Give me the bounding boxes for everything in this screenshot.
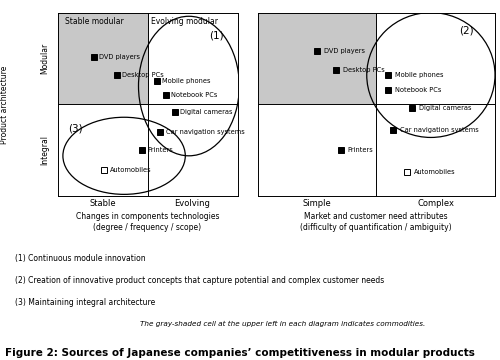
Text: (1) Continuous module innovation: (1) Continuous module innovation — [15, 254, 146, 263]
Text: Car navigation systems: Car navigation systems — [166, 129, 244, 135]
Text: (3) Maintaining integral architecture: (3) Maintaining integral architecture — [15, 298, 155, 307]
Text: Modular: Modular — [40, 43, 50, 74]
Text: Digital cameras: Digital cameras — [419, 105, 472, 111]
Text: Stable modular: Stable modular — [64, 17, 124, 26]
Text: The gray-shaded cell at the upper left in each diagram indicates commodities.: The gray-shaded cell at the upper left i… — [140, 321, 425, 327]
Text: Mobile phones: Mobile phones — [162, 77, 210, 84]
Text: Changes in components technologies
(degree / frequency / scope): Changes in components technologies (degr… — [76, 212, 219, 232]
Text: Evolving: Evolving — [174, 199, 210, 208]
Text: Notebook PCs: Notebook PCs — [395, 87, 442, 93]
Text: Mobile phones: Mobile phones — [395, 72, 444, 78]
Text: Car navigation systems: Car navigation systems — [400, 127, 479, 133]
Text: Stable: Stable — [89, 199, 116, 208]
Text: DVD players: DVD players — [324, 48, 365, 54]
Text: (2): (2) — [459, 25, 473, 35]
Text: Integral: Integral — [40, 135, 50, 165]
Text: Automobiles: Automobiles — [110, 167, 152, 174]
Text: Evolving modular: Evolving modular — [151, 17, 218, 26]
Text: Product architecture: Product architecture — [0, 65, 10, 144]
Text: Market and customer need attributes
(difficulty of quantification / ambiguity): Market and customer need attributes (dif… — [300, 212, 452, 232]
Text: DVD players: DVD players — [99, 54, 140, 60]
Text: Printers: Printers — [148, 147, 174, 153]
Text: (1): (1) — [210, 31, 224, 41]
Text: Automobiles: Automobiles — [414, 169, 456, 175]
Text: (3): (3) — [68, 123, 83, 133]
Bar — [58, 13, 148, 104]
Text: Desktop PCs: Desktop PCs — [122, 72, 164, 78]
Text: Notebook PCs: Notebook PCs — [171, 92, 218, 98]
Text: Desktop PCs: Desktop PCs — [343, 67, 385, 72]
Text: Complex: Complex — [417, 199, 454, 208]
Text: (2) Creation of innovative product concepts that capture potential and complex c: (2) Creation of innovative product conce… — [15, 276, 384, 285]
Bar — [258, 13, 376, 104]
Text: Digital cameras: Digital cameras — [180, 109, 233, 115]
Text: Figure 2: Sources of Japanese companies’ competitiveness in modular products: Figure 2: Sources of Japanese companies’… — [5, 348, 475, 358]
Text: Simple: Simple — [302, 199, 331, 208]
Text: Printers: Printers — [348, 147, 374, 153]
